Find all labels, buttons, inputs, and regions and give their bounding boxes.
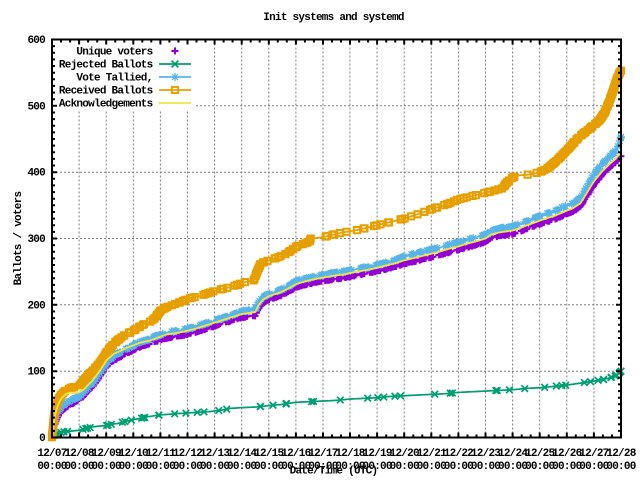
svg-text:12/09: 12/09: [92, 448, 121, 460]
svg-text:Date/Time (UTC): Date/Time (UTC): [290, 466, 378, 478]
svg-text:12/20: 12/20: [390, 448, 419, 460]
svg-text:12/15: 12/15: [254, 448, 284, 460]
svg-text:300: 300: [27, 234, 45, 246]
svg-text:12/26: 12/26: [552, 448, 581, 460]
svg-text:00:00: 00:00: [471, 461, 500, 473]
svg-text:500: 500: [27, 101, 45, 113]
svg-text:00:00: 00:00: [417, 461, 446, 473]
svg-text:12/21: 12/21: [417, 448, 447, 460]
svg-text:Received Ballots: Received Ballots: [59, 86, 153, 98]
svg-text:12/07: 12/07: [37, 448, 66, 460]
svg-text:Rejected Ballots: Rejected Ballots: [59, 60, 153, 72]
svg-text:12/10: 12/10: [119, 448, 148, 460]
svg-text:200: 200: [27, 300, 45, 312]
svg-text:12/11: 12/11: [146, 448, 176, 460]
svg-text:00:00: 00:00: [200, 461, 229, 473]
svg-text:00:00: 00:00: [92, 461, 121, 473]
svg-text:00:00: 00:00: [390, 461, 419, 473]
svg-text:00:00: 00:00: [37, 461, 66, 473]
svg-text:00:00: 00:00: [281, 461, 310, 473]
svg-text:00:00: 00:00: [254, 461, 283, 473]
svg-text:Acknowledgements: Acknowledgements: [59, 99, 153, 111]
svg-text:12/22: 12/22: [444, 448, 473, 460]
svg-text:12/19: 12/19: [363, 448, 392, 460]
svg-text:0: 0: [39, 433, 45, 445]
svg-text:12/28: 12/28: [606, 448, 636, 460]
svg-text:00:00: 00:00: [579, 461, 608, 473]
svg-text:Init systems and systemd: Init systems and systemd: [263, 12, 404, 24]
svg-text:00:00: 00:00: [444, 461, 473, 473]
svg-text:00:00: 00:00: [498, 461, 527, 473]
svg-text:00:00: 00:00: [606, 461, 635, 473]
svg-text:12/08: 12/08: [64, 448, 94, 460]
svg-text:600: 600: [27, 35, 45, 47]
svg-text:12/16: 12/16: [281, 448, 310, 460]
svg-text:Vote Tallied,: Vote Tallied,: [76, 73, 152, 85]
svg-text:12/12: 12/12: [173, 448, 202, 460]
svg-text:100: 100: [27, 367, 45, 379]
svg-text:12/23: 12/23: [471, 448, 501, 460]
svg-text:00:00: 00:00: [525, 461, 554, 473]
svg-text:12/18: 12/18: [335, 448, 365, 460]
svg-text:00:00: 00:00: [363, 461, 392, 473]
svg-text:Ballots / voters: Ballots / voters: [13, 192, 25, 286]
svg-text:00:00: 00:00: [335, 461, 364, 473]
svg-text:12/27: 12/27: [579, 448, 608, 460]
svg-text:00:00: 00:00: [146, 461, 175, 473]
svg-text:00:00: 00:00: [119, 461, 148, 473]
svg-text:12/13: 12/13: [200, 448, 230, 460]
svg-text:00:00: 00:00: [173, 461, 202, 473]
svg-text:00:00: 00:00: [64, 461, 93, 473]
svg-text:12/14: 12/14: [227, 448, 257, 460]
svg-text:12/24: 12/24: [498, 448, 528, 460]
svg-text:00:00: 00:00: [227, 461, 256, 473]
svg-text:12/17: 12/17: [308, 448, 337, 460]
svg-text:00:00: 00:00: [308, 461, 337, 473]
svg-text:400: 400: [27, 168, 45, 180]
svg-text:Unique voters: Unique voters: [76, 47, 152, 59]
svg-text:00:00: 00:00: [552, 461, 581, 473]
svg-text:12/25: 12/25: [525, 448, 555, 460]
